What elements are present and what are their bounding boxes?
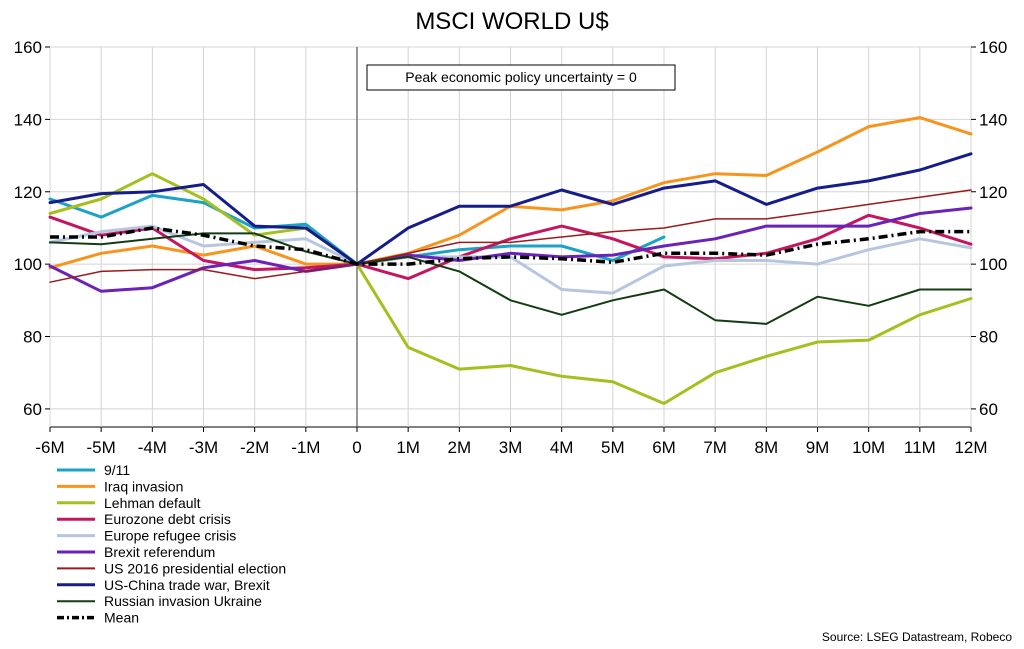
x-tick-label: -4M <box>138 438 167 457</box>
y-tick-label-right: 100 <box>979 255 1007 274</box>
x-tick-label: -3M <box>189 438 218 457</box>
legend-label: Brexit referendum <box>104 544 215 560</box>
y-tick-label-right: 80 <box>979 328 998 347</box>
x-tick-label: 8M <box>755 438 779 457</box>
y-tick-label-left: 80 <box>23 328 42 347</box>
legend-label: Mean <box>104 610 139 626</box>
x-tick-label: 4M <box>550 438 574 457</box>
x-tick-label: 7M <box>703 438 727 457</box>
series-line-eurozone-debt-crisis <box>48 213 973 281</box>
x-tick-label: 12M <box>954 438 987 457</box>
y-tick-label-right: 60 <box>979 400 998 419</box>
x-tick-label: -1M <box>291 438 320 457</box>
x-tick-label: 1M <box>396 438 420 457</box>
x-tick-label: 9M <box>806 438 830 457</box>
series-line-us-2016-presidential-election <box>49 189 972 283</box>
series-lines <box>48 116 973 405</box>
source-note: Source: LSEG Datastream, Robeco <box>822 630 1012 644</box>
legend-label: Iraq invasion <box>104 478 183 494</box>
x-tick-label: -6M <box>35 438 64 457</box>
annotation-text: Peak economic policy uncertainty = 0 <box>405 69 637 85</box>
series-line-europe-refugee-crisis <box>48 224 973 295</box>
y-tick-label-right: 160 <box>979 38 1007 57</box>
legend-label: Eurozone debt crisis <box>104 511 231 527</box>
y-axis-left: 60 80 100 120 140 160 <box>14 38 50 419</box>
series-line-mean <box>50 226 971 266</box>
legend-label: 9/11 <box>104 462 130 478</box>
chart-title: MSCI WORLD U$ <box>415 8 608 35</box>
legend-label: Russian invasion Ukraine <box>104 593 262 609</box>
y-axis-right: 60 80 100 120 140 160 <box>971 38 1007 419</box>
x-tick-label: 3M <box>499 438 523 457</box>
x-tick-label: 2M <box>448 438 472 457</box>
legend-label: US-China trade war, Brexit <box>104 577 270 593</box>
y-tick-label-left: 60 <box>23 400 42 419</box>
gridlines <box>49 46 972 427</box>
x-tick-label: -5M <box>87 438 116 457</box>
x-axis: -6M -5M -4M -3M -2M -1M 0 1M 2M 3M 4M 5M 6M 7M 8M 9M 10M… <box>35 427 988 457</box>
x-tick-label: 11M <box>904 438 936 457</box>
x-tick-label: 6M <box>652 438 676 457</box>
series-line-russian-invasion-ukraine <box>49 232 972 325</box>
series-line-lehman-default <box>48 172 973 405</box>
y-tick-label-left: 100 <box>14 255 42 274</box>
y-tick-label-left: 160 <box>14 38 42 57</box>
x-tick-label: 10M <box>852 438 885 457</box>
legend-label: Lehman default <box>104 495 201 511</box>
series-line-brexit-referendum <box>48 206 973 293</box>
y-tick-label-right: 120 <box>979 183 1007 202</box>
y-tick-label-left: 140 <box>14 110 42 129</box>
y-tick-label-left: 120 <box>14 183 42 202</box>
annotation-box: Peak economic policy uncertainty = 0 <box>366 64 676 91</box>
legend-label: US 2016 presidential election <box>104 560 286 576</box>
y-tick-label-right: 140 <box>979 110 1007 129</box>
x-tick-label: -2M <box>240 438 269 457</box>
series-line-us-china-trade-war-brexit <box>48 152 973 266</box>
x-tick-label: 0 <box>352 438 361 457</box>
x-tick-label: 5M <box>601 438 625 457</box>
legend-label: Europe refugee crisis <box>104 528 236 544</box>
